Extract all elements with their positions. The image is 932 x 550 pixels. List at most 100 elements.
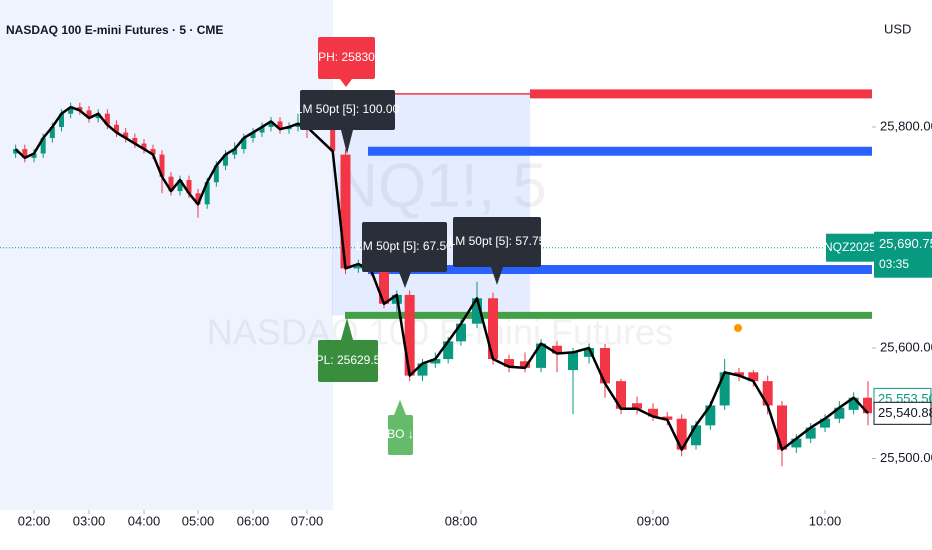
x-tick-label: 06:00	[237, 513, 270, 528]
annotation: PH: 25830	[318, 37, 375, 87]
annotation: LM 50pt [5]: 57.75	[449, 217, 546, 285]
annotation-box	[300, 90, 395, 130]
annotation-pointer	[340, 79, 352, 87]
candle-body	[104, 113, 110, 125]
session-background	[0, 0, 333, 510]
candle-body	[31, 153, 37, 158]
annotation-pointer	[491, 267, 503, 285]
chart-title: NASDAQ 100 E-mini Futures · 5 · CME	[6, 23, 223, 37]
annotation-text: PL: 25629.5	[316, 353, 381, 367]
annotation-text: LM 50pt [5]: 100.00	[296, 102, 400, 116]
signal-dot	[734, 324, 742, 332]
annotation-pointer	[341, 318, 353, 340]
candle-body	[456, 323, 466, 342]
annotation: LM 50pt [5]: 67.50	[356, 222, 453, 288]
currency: USD	[884, 21, 911, 36]
candle-body	[195, 193, 201, 205]
candle-body	[259, 126, 265, 133]
annotation-box	[388, 415, 413, 455]
countdown: 03:35	[879, 257, 909, 271]
candle-body	[159, 154, 165, 177]
last-price-box	[874, 231, 932, 278]
x-tick-label: 03:00	[73, 513, 106, 528]
candle-body	[777, 405, 787, 450]
annotation-text: BO ↓	[387, 427, 414, 441]
y-tick-label: 25,800.00	[880, 118, 932, 133]
close-line	[14, 105, 869, 451]
candle-body	[49, 126, 55, 139]
candle-body	[734, 372, 744, 376]
x-tick-label: 08:00	[445, 513, 478, 528]
x-tick-label: 02:00	[18, 513, 51, 528]
candle-body	[95, 113, 101, 119]
annotation-box	[318, 340, 378, 382]
candle-body	[132, 138, 138, 144]
candle-body	[676, 418, 687, 450]
x-tick-label: 05:00	[182, 513, 215, 528]
price-label: 25,540.88	[878, 405, 932, 420]
annotation: PL: 25629.5	[316, 318, 381, 382]
y-tick-label: 25,600.00	[880, 339, 932, 354]
candle-body	[13, 149, 19, 154]
symbol-box	[826, 233, 874, 262]
candle-body	[204, 182, 210, 205]
candle-body	[748, 372, 759, 382]
candle-body	[616, 381, 626, 409]
x-tick-label: 04:00	[128, 513, 161, 528]
candle-body	[168, 176, 174, 192]
candle-body	[232, 149, 238, 155]
x-tick-label: 07:00	[291, 513, 324, 528]
candle-body	[86, 110, 92, 119]
title-bg	[0, 20, 170, 42]
candle-body	[340, 154, 351, 269]
candle-body	[114, 124, 119, 133]
candle-body	[662, 416, 673, 420]
annotation-pointer	[399, 272, 411, 288]
candle-body	[68, 107, 74, 114]
time-axis	[0, 510, 872, 550]
candle-body	[277, 121, 283, 130]
candle-body	[150, 149, 156, 155]
annotation-box	[453, 217, 541, 267]
candle-body	[600, 347, 610, 384]
candle-body	[77, 107, 83, 111]
candle-body	[504, 359, 514, 367]
candle-body	[177, 180, 183, 192]
annotation-box	[362, 222, 447, 272]
annotation-pointer	[341, 130, 353, 154]
candle-body	[330, 126, 336, 152]
symbol-label: NQZ2025	[824, 240, 876, 254]
candle-body	[691, 425, 701, 446]
price-label-box	[873, 401, 932, 425]
candle-body	[22, 149, 28, 158]
candle-body	[59, 113, 64, 127]
candle-body	[719, 372, 730, 406]
annotation: LM 50pt [5]: 100.00	[296, 90, 400, 154]
candle-body	[552, 345, 562, 354]
candle-body	[241, 138, 247, 150]
candle-body	[250, 132, 256, 139]
candle-body	[791, 438, 802, 448]
candle-body	[568, 352, 578, 371]
candle-body	[379, 268, 389, 304]
candle-body	[141, 143, 147, 150]
annotation-text: PH: 25830	[318, 50, 375, 64]
candle-body	[520, 361, 530, 368]
candle-body	[295, 123, 301, 127]
candle-body	[268, 121, 274, 127]
annotation: BO ↓	[387, 400, 414, 455]
last-price-label: 25,690.75	[879, 236, 932, 251]
candle-body	[834, 407, 845, 419]
candle-body	[584, 347, 594, 357]
candle-body	[848, 397, 859, 410]
annotation-pointer	[394, 400, 406, 415]
candle-body	[213, 165, 219, 183]
candle-body	[805, 427, 816, 439]
candle-body	[443, 341, 454, 360]
candle-body	[186, 180, 192, 194]
candle-body	[223, 154, 228, 166]
annotation-text: LM 50pt [5]: 57.75	[449, 234, 546, 248]
candle-body	[417, 363, 428, 376]
